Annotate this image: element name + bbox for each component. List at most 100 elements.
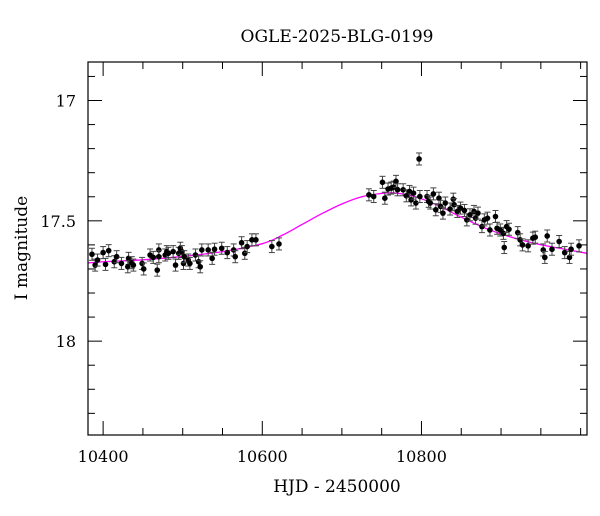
point-marker [253,237,259,243]
data-point [568,242,575,256]
point-marker [105,247,112,254]
point-marker [532,234,539,240]
point-marker [408,197,414,203]
data-point [165,246,172,260]
point-marker [484,215,491,221]
data-point [170,245,177,259]
data-point [501,241,508,255]
data-point [244,240,251,254]
point-marker [181,253,188,260]
data-point [232,250,239,264]
data-point [532,230,539,244]
data-point [484,211,491,225]
point-marker [244,243,250,250]
point-marker [519,242,526,248]
data-point [506,222,513,236]
data-point [197,260,204,274]
data-point [474,206,481,220]
point-marker [102,261,109,268]
point-marker [187,260,193,267]
data-point [365,188,372,202]
point-marker [218,245,225,252]
data-point [392,174,399,188]
point-marker [209,255,215,262]
point-marker [432,206,439,213]
data-point [500,226,507,240]
data-point [412,196,419,210]
point-marker [500,230,507,237]
point-marker [549,246,555,253]
point-marker [430,191,437,197]
point-marker [479,223,485,230]
point-marker [525,243,531,249]
x-tick-label: 10600 [237,447,288,466]
point-marker [413,200,419,206]
point-marker [416,156,422,162]
point-marker [566,254,573,261]
data-point [155,250,162,264]
point-marker [224,249,231,256]
x-axis-label: HJD - 2450000 [273,477,401,497]
data-point [224,246,231,260]
data-point [541,250,548,264]
point-marker [269,243,275,250]
data-point [467,208,474,222]
data-point [94,253,101,267]
point-marker [211,246,218,253]
point-marker [382,195,388,202]
data-point [416,190,423,204]
y-axis-label: I magnitude [12,196,32,300]
point-marker [89,251,95,258]
point-marker [170,248,176,255]
x-tick-label: 10400 [78,447,129,466]
point-marker [544,233,551,239]
point-marker [576,243,582,249]
data-point [102,257,109,271]
data-point [150,250,157,264]
point-marker [568,246,574,253]
data-point [394,183,401,197]
point-marker [487,227,493,233]
data-point [238,236,245,250]
model-curve-group [87,192,588,264]
point-marker [379,179,386,186]
data-point [544,229,551,243]
point-marker [150,254,157,261]
data-point [439,206,446,220]
point-marker [140,266,147,272]
data-point [492,209,499,224]
data-point [442,196,449,210]
point-marker [156,247,162,253]
point-marker [165,250,172,257]
point-marker [180,260,187,267]
point-marker [205,247,211,253]
point-marker [232,253,239,260]
data-point [186,256,193,270]
point-marker [192,252,199,258]
point-marker [561,249,568,256]
y-tick-label: 17 [56,92,76,111]
data-point [486,223,493,237]
point-marker [394,186,401,193]
data-point [252,233,259,247]
point-marker [249,237,255,243]
data-point [556,235,563,249]
point-marker [461,207,468,214]
point-marker [451,201,457,208]
data-point [268,240,275,254]
data-point [400,183,407,197]
data-point [205,243,212,257]
point-marker [467,212,473,218]
point-marker [417,193,423,200]
data-point [140,262,147,276]
point-marker [370,193,377,200]
plot-frame [87,61,588,436]
point-marker [199,247,205,253]
model-curve [87,192,588,264]
data-point [276,237,283,251]
data-point [525,239,532,253]
data-point [561,246,568,260]
point-marker [238,239,245,246]
point-marker [94,257,101,263]
data-point [437,199,444,213]
